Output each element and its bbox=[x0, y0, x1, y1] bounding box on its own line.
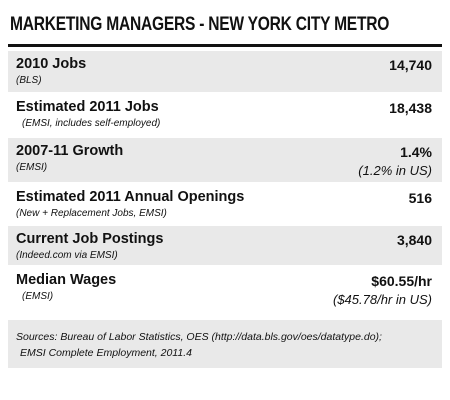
row: Estimated 2011 Jobs (EMSI, includes self… bbox=[8, 94, 442, 136]
row: Current Job Postings (Indeed.com via EMS… bbox=[8, 226, 442, 265]
row-value: 3,840 bbox=[396, 232, 432, 248]
table: 2010 Jobs (BLS) 14,740 Estimated 2011 Jo… bbox=[8, 51, 442, 319]
row-source: (EMSI, includes self-employed) bbox=[22, 118, 161, 129]
row: Estimated 2011 Annual Openings (New + Re… bbox=[8, 184, 442, 224]
title-rule bbox=[8, 44, 442, 47]
row-value: $60.55/hr bbox=[371, 273, 432, 289]
row-source: (BLS) bbox=[16, 75, 42, 86]
row: 2010 Jobs (BLS) 14,740 bbox=[8, 51, 442, 92]
footer: Sources: Bureau of Labor Statistics, OES… bbox=[8, 320, 442, 368]
row-source: (EMSI) bbox=[16, 162, 48, 173]
row-label: Current Job Postings bbox=[16, 231, 164, 247]
row-value: 14,740 bbox=[389, 57, 432, 73]
row-note: (1.2% in US) bbox=[358, 163, 432, 178]
row: 2007-11 Growth (EMSI) 1.4% (1.2% in US) bbox=[8, 138, 442, 182]
row-label: Estimated 2011 Annual Openings bbox=[16, 189, 245, 205]
row-label: Median Wages bbox=[16, 272, 117, 288]
row: Median Wages (EMSI) $60.55/hr ($45.78/hr… bbox=[8, 267, 442, 317]
row-value: 516 bbox=[408, 190, 432, 206]
row-label: 2010 Jobs bbox=[16, 56, 87, 72]
footer-line: Sources: Bureau of Labor Statistics, OES… bbox=[16, 331, 382, 343]
footer-line: EMSI Complete Employment, 2011.4 bbox=[20, 347, 192, 359]
row-value: 18,438 bbox=[389, 100, 432, 116]
row-source: (New + Replacement Jobs, EMSI) bbox=[16, 208, 167, 219]
title: MARKETING MANAGERS - NEW YORK CITY METRO bbox=[10, 14, 390, 35]
row-value: 1.4% bbox=[400, 144, 432, 160]
row-label: Estimated 2011 Jobs bbox=[16, 99, 159, 115]
row-label: 2007-11 Growth bbox=[16, 143, 124, 159]
row-source: (Indeed.com via EMSI) bbox=[16, 250, 118, 261]
row-note: ($45.78/hr in US) bbox=[333, 292, 432, 307]
row-source: (EMSI) bbox=[22, 291, 54, 302]
